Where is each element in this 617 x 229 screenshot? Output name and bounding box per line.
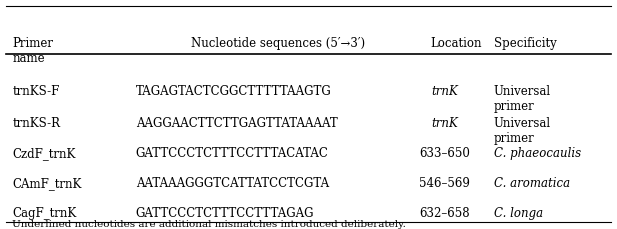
Text: trnKS-R: trnKS-R [12, 117, 60, 130]
Text: Primer
name: Primer name [12, 37, 53, 65]
Text: C. phaeocaulis: C. phaeocaulis [494, 147, 581, 160]
Text: 633–650: 633–650 [419, 147, 470, 160]
Text: Universal
primer: Universal primer [494, 85, 551, 113]
Text: trnKS-F: trnKS-F [12, 85, 60, 98]
Text: Nucleotide sequences (5′→3′): Nucleotide sequences (5′→3′) [191, 37, 365, 50]
Text: 632–658: 632–658 [419, 206, 470, 219]
Text: trnK: trnK [431, 117, 458, 130]
Text: Location: Location [431, 37, 482, 50]
Text: TAGAGTACTCGGCTTTTTAAGTG: TAGAGTACTCGGCTTTTTAAGTG [136, 85, 331, 98]
Text: Underlined nucleotides are additional mismatches introduced deliberately.: Underlined nucleotides are additional mi… [12, 219, 406, 228]
Text: AAGGAACTTCTTGAGTTATAAAAT: AAGGAACTTCTTGAGTTATAAAAT [136, 117, 337, 130]
Text: CAmF_trnK: CAmF_trnK [12, 176, 81, 189]
Text: Specificity: Specificity [494, 37, 557, 50]
Text: AATAAAGGGTCATTATCCTCGTA: AATAAAGGGTCATTATCCTCGTA [136, 176, 329, 189]
Text: C. aromatica: C. aromatica [494, 176, 569, 189]
Text: C. longa: C. longa [494, 206, 543, 219]
Text: 546–569: 546–569 [419, 176, 470, 189]
Text: CagF_trnK: CagF_trnK [12, 206, 77, 219]
Text: trnK: trnK [431, 85, 458, 98]
Text: CzdF_trnK: CzdF_trnK [12, 147, 76, 160]
Text: GATTCCCTCTTTCCTTTACATAC: GATTCCCTCTTTCCTTTACATAC [136, 147, 329, 160]
Text: Universal
primer: Universal primer [494, 117, 551, 145]
Text: GATTCCCTCTTTCCTTTAGAG: GATTCCCTCTTTCCTTTAGAG [136, 206, 314, 219]
